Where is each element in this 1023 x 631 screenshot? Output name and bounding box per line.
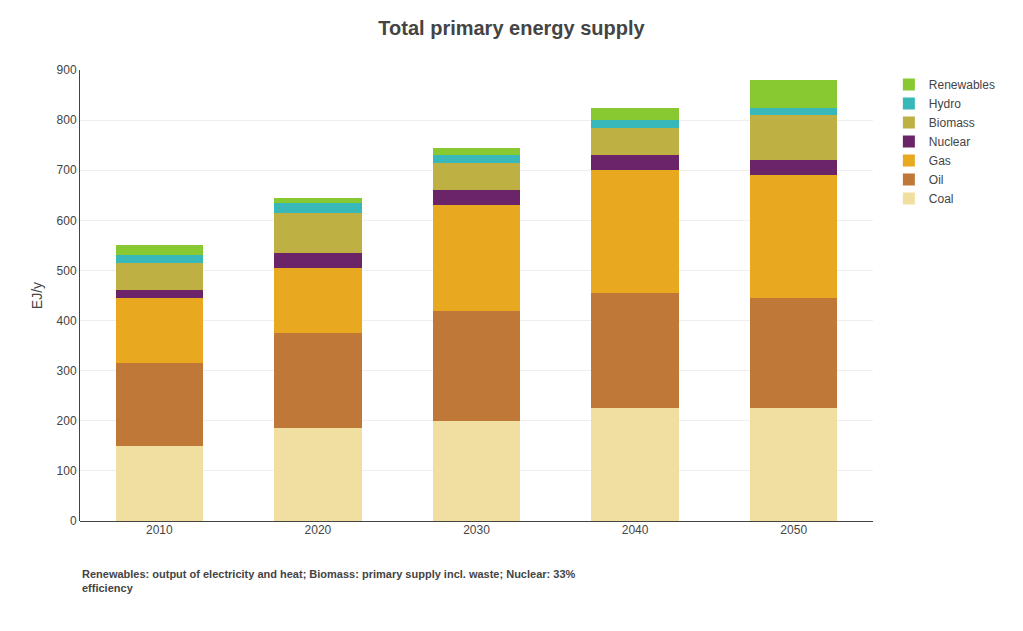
svg-text:2040: 2040 [622, 523, 649, 537]
svg-text:Biomass: Biomass [929, 116, 975, 130]
svg-text:200: 200 [57, 414, 77, 428]
svg-text:900: 900 [57, 63, 77, 77]
svg-text:Total primary energy supply: Total primary energy supply [378, 17, 645, 39]
svg-text:Hydro: Hydro [929, 97, 961, 111]
svg-text:700: 700 [57, 163, 77, 177]
svg-text:300: 300 [57, 364, 77, 378]
svg-text:EJ/y: EJ/y [29, 282, 45, 309]
svg-text:2020: 2020 [305, 523, 332, 537]
svg-text:Coal: Coal [929, 192, 954, 206]
svg-text:2050: 2050 [780, 523, 807, 537]
svg-text:100: 100 [57, 464, 77, 478]
svg-text:Gas: Gas [929, 154, 951, 168]
svg-text:2010: 2010 [146, 523, 173, 537]
svg-text:500: 500 [57, 264, 77, 278]
svg-text:2030: 2030 [463, 523, 490, 537]
svg-text:Renewables: output of electric: Renewables: output of electricity and he… [82, 568, 576, 594]
svg-text:0: 0 [70, 514, 77, 528]
svg-text:600: 600 [57, 214, 77, 228]
svg-text:400: 400 [57, 314, 77, 328]
svg-text:800: 800 [57, 113, 77, 127]
svg-text:Renewables: Renewables [929, 78, 995, 92]
svg-text:Nuclear: Nuclear [929, 135, 970, 149]
svg-text:Oil: Oil [929, 173, 944, 187]
